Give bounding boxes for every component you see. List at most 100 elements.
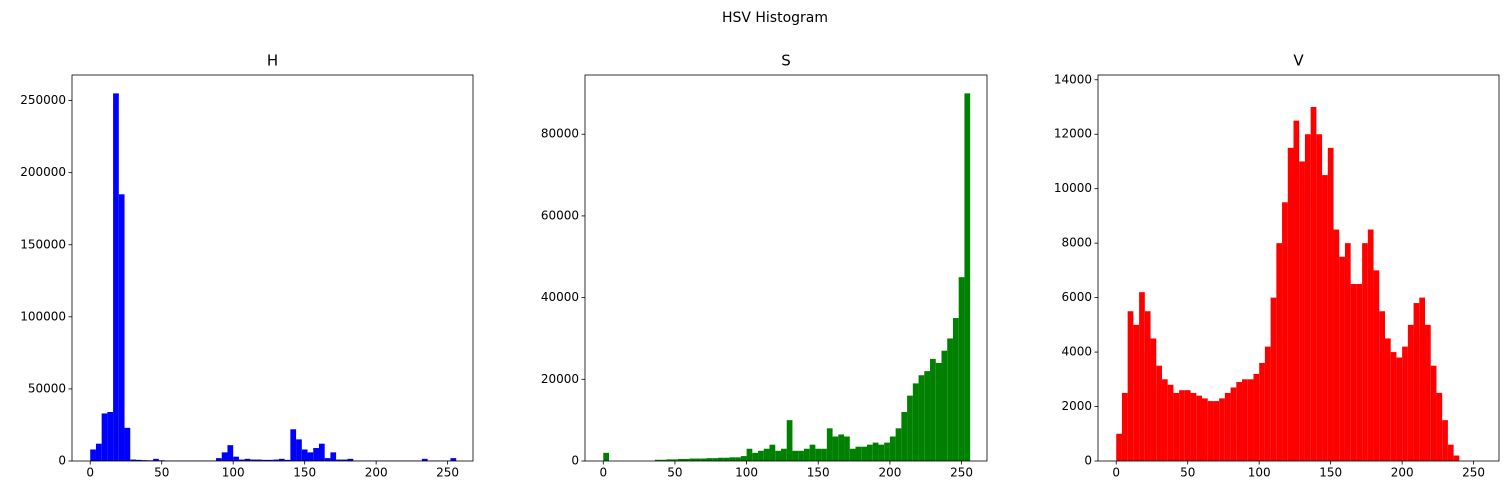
y-tick-label: 60000 xyxy=(541,208,579,222)
bar xyxy=(809,444,816,461)
bar xyxy=(878,444,885,461)
bar xyxy=(1213,401,1220,461)
bar xyxy=(952,318,959,461)
bar xyxy=(815,448,822,461)
bar xyxy=(1179,390,1185,461)
bar xyxy=(1230,387,1237,461)
y-tick-label: 100000 xyxy=(20,309,66,323)
bar xyxy=(301,449,308,461)
y-tick-label: 4000 xyxy=(1061,345,1092,359)
bar xyxy=(849,448,856,461)
bar xyxy=(1264,346,1271,461)
bar xyxy=(786,420,793,461)
x-tick-label: 0 xyxy=(86,466,94,480)
figure-title: HSV Histogram xyxy=(722,10,828,26)
bar xyxy=(1207,401,1214,461)
bar xyxy=(941,350,948,461)
bar xyxy=(1144,311,1151,461)
x-tick-label: 250 xyxy=(1462,466,1485,480)
bar xyxy=(1167,384,1174,461)
subplot-title: S xyxy=(781,52,791,70)
bar xyxy=(901,411,908,461)
bar xyxy=(861,446,867,461)
x-tick-label: 50 xyxy=(154,466,169,480)
bar xyxy=(1327,147,1334,462)
bar xyxy=(256,459,262,461)
x-tick-label: 100 xyxy=(735,466,758,480)
bar xyxy=(1373,270,1380,461)
x-tick-label: 0 xyxy=(1112,466,1120,480)
bar xyxy=(958,277,965,461)
bar xyxy=(735,457,741,461)
bar xyxy=(1127,311,1134,461)
bar xyxy=(872,442,879,461)
bar xyxy=(935,362,942,461)
bar xyxy=(1413,303,1420,461)
bar xyxy=(421,458,428,461)
x-tick-label: 100 xyxy=(222,466,245,480)
bar xyxy=(1322,175,1328,461)
bar xyxy=(907,395,913,461)
bar xyxy=(895,428,902,461)
bar xyxy=(803,448,810,461)
axes-frame xyxy=(71,74,474,462)
bar xyxy=(924,371,931,461)
x-tick-label: 250 xyxy=(436,466,459,480)
bar xyxy=(884,442,890,461)
bar xyxy=(1430,365,1437,461)
bar xyxy=(284,459,291,461)
bar xyxy=(677,458,684,461)
bar xyxy=(780,448,787,461)
bar xyxy=(141,460,148,461)
bar xyxy=(763,448,770,461)
y-tick-label: 8000 xyxy=(1061,236,1092,250)
bar xyxy=(930,358,936,461)
bar xyxy=(1384,338,1391,461)
bar xyxy=(233,456,239,461)
bar xyxy=(752,452,759,461)
bar xyxy=(135,459,142,461)
bar xyxy=(672,459,678,461)
x-tick-label: 250 xyxy=(950,466,973,480)
bar xyxy=(1402,346,1408,461)
bar xyxy=(775,450,781,461)
y-tick-label: 250000 xyxy=(20,93,66,107)
bar xyxy=(1436,392,1443,461)
bar xyxy=(838,434,845,461)
bar xyxy=(1253,373,1260,461)
bar xyxy=(1133,324,1140,461)
bar xyxy=(278,458,285,461)
bar xyxy=(1270,297,1277,461)
bar xyxy=(1344,243,1351,461)
bar xyxy=(101,413,108,461)
y-tick-label: 0 xyxy=(58,454,66,468)
bar xyxy=(153,458,159,461)
bar xyxy=(964,93,971,461)
bar xyxy=(113,93,119,461)
bar xyxy=(1219,398,1225,461)
bar xyxy=(313,448,319,461)
bar xyxy=(1425,324,1431,461)
bar xyxy=(95,443,102,461)
bar xyxy=(1379,311,1385,461)
bar xyxy=(261,459,268,461)
bar xyxy=(124,427,131,461)
y-tick-label: 50000 xyxy=(28,381,66,395)
bar xyxy=(250,459,257,461)
x-tick-label: 200 xyxy=(365,466,388,480)
bar xyxy=(324,458,331,461)
bar xyxy=(238,459,245,461)
bar xyxy=(118,194,125,461)
y-tick-label: 0 xyxy=(571,454,579,468)
bar xyxy=(1339,256,1345,461)
bar xyxy=(1407,324,1414,461)
bar xyxy=(1247,379,1254,461)
axes-frame xyxy=(1097,74,1500,462)
x-tick-label: 150 xyxy=(1319,466,1342,480)
bar xyxy=(1390,352,1397,461)
subplot-title: V xyxy=(1293,52,1304,70)
bar xyxy=(844,436,850,461)
bar xyxy=(1350,283,1357,461)
bar xyxy=(216,458,222,461)
bar xyxy=(740,456,747,461)
